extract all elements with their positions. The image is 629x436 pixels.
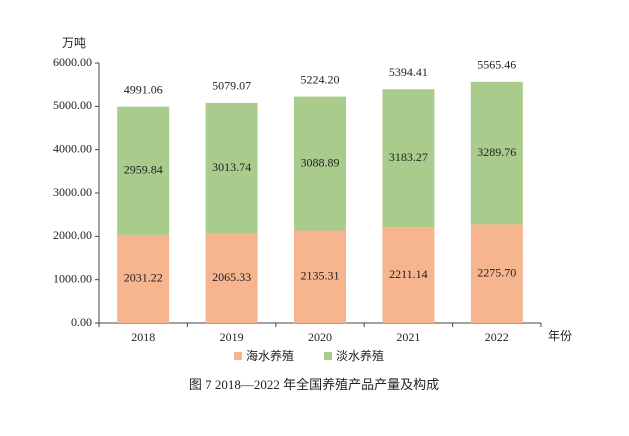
value-label: 2211.14 (389, 267, 428, 281)
y-axis-label: 万吨 (62, 36, 86, 50)
y-tick-label: 0.00 (71, 315, 92, 329)
bar-segment (117, 106, 170, 235)
x-tick-label: 2021 (396, 330, 420, 344)
bar-segment (205, 233, 258, 323)
x-tick-label: 2019 (220, 330, 244, 344)
value-label: 3013.74 (212, 160, 251, 174)
legend-label: 海水养殖 (246, 348, 294, 363)
bar-segment (294, 96, 346, 231)
legend-swatch (324, 352, 332, 360)
y-tick-label: 2000.00 (53, 228, 92, 242)
total-label: 5079.07 (212, 79, 251, 93)
bar-segment (205, 102, 258, 234)
value-label: 2275.70 (477, 265, 516, 279)
value-label: 2031.22 (124, 271, 163, 285)
bar-segment (470, 224, 523, 323)
y-tick-label: 4000.00 (53, 141, 92, 155)
total-label: 5394.41 (389, 65, 428, 79)
value-label: 3289.76 (477, 145, 516, 159)
x-tick-label: 2018 (131, 330, 155, 344)
value-label: 2959.84 (124, 163, 163, 177)
value-label: 2065.33 (212, 270, 251, 284)
value-label: 2135.31 (301, 268, 340, 282)
bar-segment (117, 234, 170, 323)
y-tick-label: 3000.00 (53, 185, 92, 199)
total-label: 5224.20 (301, 72, 340, 86)
legend-swatch (234, 352, 242, 360)
value-label: 3183.27 (389, 150, 428, 164)
value-label: 3088.89 (301, 155, 340, 169)
y-tick-label: 1000.00 (53, 271, 92, 285)
caption: 图 7 2018—2022 年全国养殖产品产量及构成 (189, 377, 439, 392)
bar-segment (382, 227, 435, 323)
y-tick-label: 5000.00 (53, 98, 92, 112)
x-tick-label: 2022 (485, 330, 509, 344)
bar-segment (382, 89, 435, 228)
bar-segment (294, 230, 346, 323)
total-label: 5565.46 (477, 58, 516, 72)
x-tick-label: 2020 (308, 330, 332, 344)
bar-segment (470, 81, 523, 225)
total-label: 4991.06 (124, 82, 163, 96)
legend-label: 淡水养殖 (336, 348, 384, 363)
y-tick-label: 6000.00 (53, 55, 92, 69)
x-axis-label: 年份 (548, 329, 572, 343)
